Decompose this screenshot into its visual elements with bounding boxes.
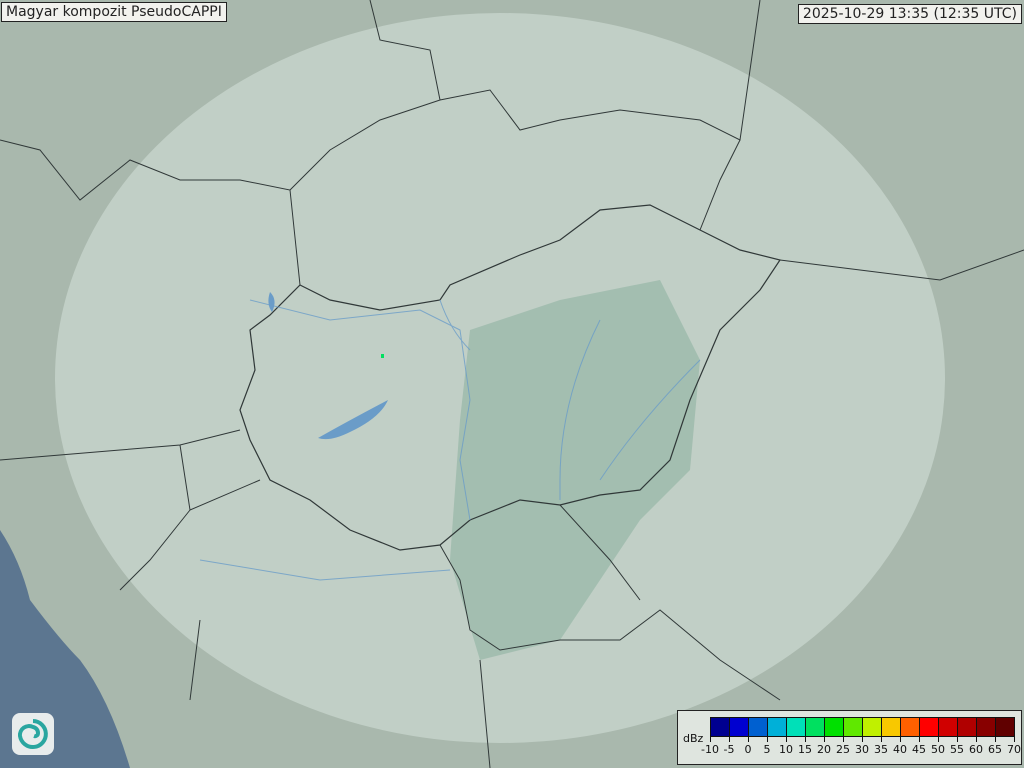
legend-tick-label: 0	[744, 743, 752, 756]
legend-ticks: -10 -5 0 5 10 15 20 25 30 35 40 45 50 55 60 65 70	[701, 736, 1021, 761]
legend-color-cell	[920, 718, 939, 736]
legend-tick	[976, 736, 977, 742]
legend-tick-label: -10	[701, 743, 719, 756]
legend-tick-label: 45	[912, 743, 926, 756]
great-plain-shading	[450, 280, 700, 660]
legend-color-cell	[749, 718, 768, 736]
legend-tick	[824, 736, 825, 742]
legend-tick-label: 5	[763, 743, 771, 756]
lake-neusiedl	[268, 292, 275, 312]
swirl-logo-icon	[12, 713, 54, 755]
legend-color-cell	[996, 718, 1014, 736]
dbz-legend: dBz -10 -5 0 5 10 15 20 25 30 35 40 45 50 55 60 65 70	[677, 710, 1022, 765]
legend-tick	[748, 736, 749, 742]
legend-color-cell	[958, 718, 977, 736]
adriatic-sea	[0, 530, 130, 768]
legend-tick-label: 10	[779, 743, 793, 756]
legend-tick-label: -5	[723, 743, 735, 756]
legend-color-cell	[787, 718, 806, 736]
legend-color-cell	[882, 718, 901, 736]
legend-color-cell	[939, 718, 958, 736]
legend-color-cell	[901, 718, 920, 736]
legend-tick-label: 35	[874, 743, 888, 756]
legend-tick	[900, 736, 901, 742]
legend-tick	[862, 736, 863, 742]
legend-tick	[843, 736, 844, 742]
legend-tick-label: 40	[893, 743, 907, 756]
rivers	[199, 299, 701, 581]
product-title: Magyar kompozit PseudoCAPPI	[1, 2, 227, 22]
legend-tick	[1014, 736, 1015, 742]
legend-tick-label: 15	[798, 743, 812, 756]
legend-unit: dBz	[683, 732, 704, 745]
legend-tick-label: 20	[817, 743, 831, 756]
legend-color-cell	[768, 718, 787, 736]
legend-tick	[710, 736, 711, 742]
legend-tick-label: 60	[969, 743, 983, 756]
legend-tick-label: 65	[988, 743, 1002, 756]
legend-tick	[881, 736, 882, 742]
legend-tick-label: 70	[1007, 743, 1021, 756]
legend-color-bar	[710, 717, 1015, 737]
legend-color-cell	[825, 718, 844, 736]
legend-color-cell	[977, 718, 996, 736]
legend-tick-label: 50	[931, 743, 945, 756]
legend-tick-label: 55	[950, 743, 964, 756]
lake-balaton	[318, 400, 388, 440]
legend-tick	[786, 736, 787, 742]
legend-tick-label: 30	[855, 743, 869, 756]
legend-tick	[767, 736, 768, 742]
legend-tick	[938, 736, 939, 742]
legend-color-cell	[863, 718, 882, 736]
legend-color-cell	[844, 718, 863, 736]
radar-echo	[381, 354, 384, 358]
legend-color-cell	[711, 718, 730, 736]
legend-color-cell	[806, 718, 825, 736]
legend-tick-label: 25	[836, 743, 850, 756]
legend-tick	[805, 736, 806, 742]
legend-color-cell	[730, 718, 749, 736]
hungary-border	[239, 204, 781, 551]
timestamp: 2025-10-29 13:35 (12:35 UTC)	[797, 4, 1022, 24]
legend-tick	[957, 736, 958, 742]
legend-tick	[729, 736, 730, 742]
legend-tick	[995, 736, 996, 742]
legend-tick	[919, 736, 920, 742]
